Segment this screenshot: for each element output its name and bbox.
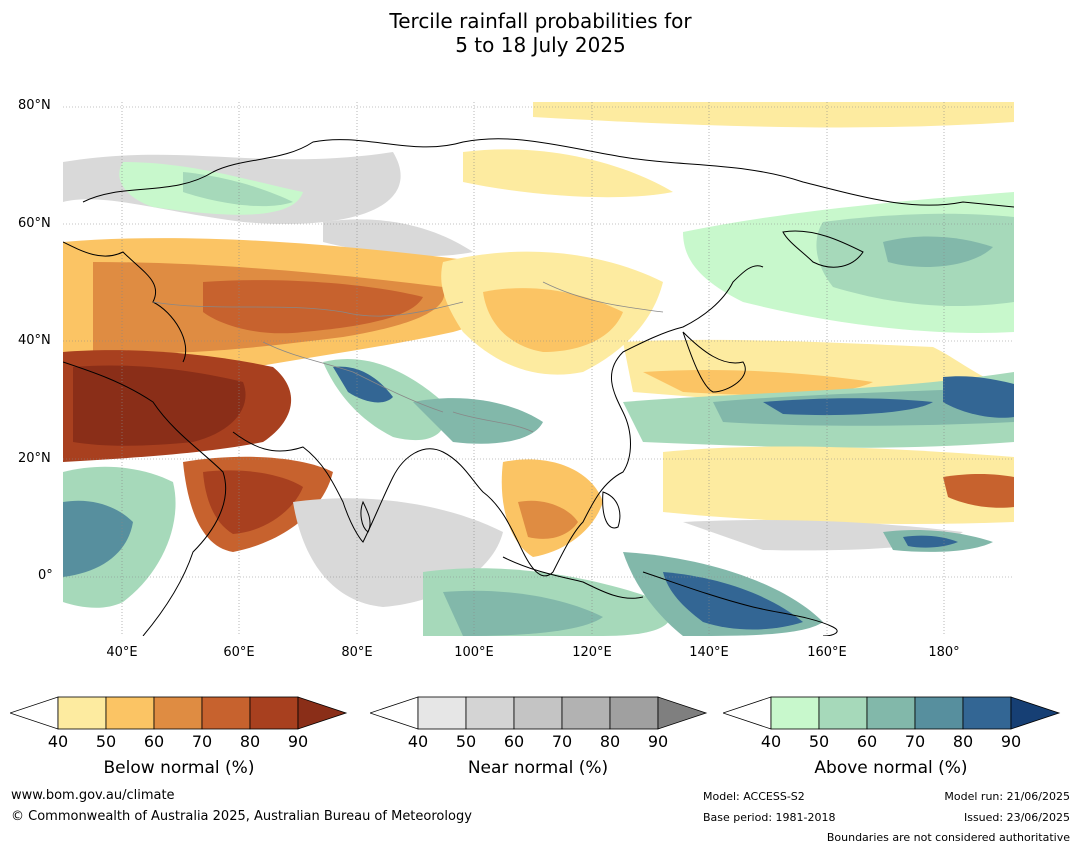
tick-label: 80 [952,732,974,751]
colorbar-swatch [465,696,515,730]
tick-label: 60 [143,732,165,751]
lat-label-0: 0° [38,568,53,583]
colorbar-swatch [153,696,203,730]
lon-label-80e: 80°E [341,645,373,660]
tick-label: 60 [503,732,525,751]
colorbar-above-label: Above normal (%) [814,758,968,778]
colorbar-swatch [770,696,820,730]
tick-label: 50 [455,732,477,751]
colorbar-arrow-low [370,696,419,730]
colorbar-arrow-high [297,696,348,730]
lon-label-140e: 140°E [689,645,729,660]
colorbar-swatch [513,696,563,730]
country-boundaries [152,281,664,433]
footer-base-period: Base period: 1981-2018 [703,811,836,824]
tick-label: 80 [239,732,261,751]
colorbar-swatch [417,696,467,730]
colorbar-swatch [561,696,611,730]
footer-url: www.bom.gov.au/climate [11,788,175,803]
colorbar-swatch [105,696,155,730]
tick-label: 70 [904,732,926,751]
tick-label: 60 [856,732,878,751]
tick-label: 90 [647,732,669,751]
tick-label: 40 [47,732,69,751]
lon-label-60e: 60°E [223,645,255,660]
tick-label: 90 [1000,732,1022,751]
tick-label: 70 [191,732,213,751]
colorbar-near-label: Near normal (%) [467,758,609,778]
tick-label: 70 [551,732,573,751]
lat-label-40n: 40°N [18,333,51,348]
colorbar-swatch [818,696,868,730]
rainfall-probability-map [63,102,1014,636]
coastlines [63,138,1014,636]
lat-label-80n: 80°N [18,98,51,113]
title-line-2: 5 to 18 July 2025 [455,33,626,57]
tick-label: 50 [808,732,830,751]
colorbar-arrow-low [723,696,772,730]
title-line-1: Tercile rainfall probabilities for [389,9,692,33]
colorbar-swatch [249,696,299,730]
lon-label-40e: 40°E [106,645,138,660]
lon-label-100e: 100°E [454,645,494,660]
footer-model-run: Model run: 21/06/2025 [944,790,1070,803]
colorbar-swatch [914,696,964,730]
colorbar-near-normal [370,696,708,730]
tick-label: 40 [760,732,782,751]
lat-label-20n: 20°N [18,451,51,466]
tick-label: 90 [287,732,309,751]
lon-label-180: 180° [928,645,960,660]
colorbar-arrow-high [657,696,708,730]
colorbar-above-normal [723,696,1061,730]
colorbar-arrow-low [10,696,59,730]
colorbar-swatch [57,696,107,730]
colorbar-arrow-high [1010,696,1061,730]
colorbar-swatch [866,696,916,730]
tick-label: 40 [407,732,429,751]
tick-label: 80 [599,732,621,751]
colorbar-swatch [609,696,659,730]
colorbar-swatch [201,696,251,730]
lon-label-120e: 120°E [572,645,612,660]
footer-disclaimer: Boundaries are not considered authoritat… [826,831,1070,844]
colorbar-swatch [962,696,1012,730]
lon-label-160e: 160°E [807,645,847,660]
footer-copyright: © Commonwealth of Australia 2025, Austra… [11,809,472,824]
footer-model: Model: ACCESS-S2 [703,790,805,803]
colorbar-below-label: Below normal (%) [103,758,255,778]
footer-issued: Issued: 23/06/2025 [963,811,1070,824]
map-title: Tercile rainfall probabilities for 5 to … [0,9,1081,57]
grid-lines [63,102,1014,636]
shading-layer [63,102,1014,636]
lat-label-60n: 60°N [18,216,51,231]
tick-label: 50 [95,732,117,751]
colorbar-below-normal [10,696,348,730]
